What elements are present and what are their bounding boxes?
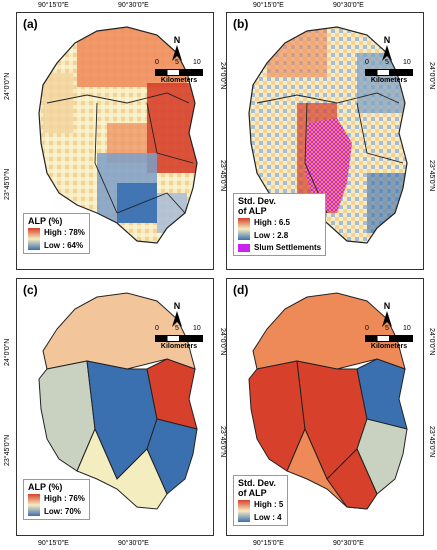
north-arrow-icon <box>172 45 182 61</box>
legend-d-title-2: of ALP <box>238 488 267 498</box>
scalebar-a: 0 5 10 Kilometers <box>155 59 203 84</box>
legend-c: ALP (%) High : 76% Low: 70% <box>23 479 90 520</box>
legend-a-low: Low : 64% <box>44 241 84 250</box>
lat-top-mid-b: 24°0'0"N <box>219 62 226 90</box>
bottom-lon-left-d: 90°15'0"E <box>253 540 284 547</box>
lat-top-left-c: 24°0'0"N <box>4 338 11 366</box>
scalebar-d: 0 5 10 Kilometers <box>365 325 413 350</box>
lat-bottom-right-d: 23°45'0"N <box>428 426 435 458</box>
scale-tick-0: 0 <box>365 325 369 332</box>
scale-tick-10: 10 <box>403 325 411 332</box>
map-a <box>38 26 198 244</box>
north-arrow-icon <box>382 311 392 327</box>
scale-unit: Kilometers <box>370 343 408 350</box>
lat-top-right-b: 24°0'0"N <box>428 62 435 90</box>
lat-bottom-right-b: 23°45'0"N <box>428 160 435 192</box>
map-d <box>248 292 408 510</box>
legend-a-ramp <box>28 228 40 250</box>
north-arrow-a: N <box>171 35 183 63</box>
north-label-d: N <box>383 301 391 311</box>
map-c <box>38 292 198 510</box>
legend-b-title-2: of ALP <box>238 206 267 216</box>
legend-a: ALP (%) High : 78% Low : 64% <box>23 213 90 254</box>
panel-b: (b) N 0 5 10 Kilometers Std. Dev. of ALP H… <box>226 12 424 270</box>
panel-c: (c) N 0 5 10 Kilometers ALP (%) High : 76%… <box>16 278 214 536</box>
legend-c-title: ALP (%) <box>28 482 63 492</box>
panel-c-label: (c) <box>23 283 38 297</box>
legend-c-ramp <box>28 494 40 516</box>
scale-tick-5: 5 <box>385 59 389 66</box>
north-arrow-b: N <box>381 35 393 63</box>
legend-b-low: Low : 2.8 <box>254 231 289 240</box>
north-label-c: N <box>173 301 181 311</box>
lat-top-left-a: 24°0'0"N <box>4 72 11 100</box>
slum-swatch <box>238 243 250 252</box>
lat-bottom-left-a: 23°45'0"N <box>4 168 11 200</box>
top-lon-right-a: 90°30'0"E <box>118 2 149 9</box>
map-b <box>248 26 408 244</box>
panel-b-label: (b) <box>233 17 249 31</box>
legend-a-title: ALP (%) <box>28 216 63 226</box>
bottom-lon-right-c: 90°30'0"E <box>118 540 149 547</box>
legend-d-high: High : 5 <box>254 500 284 509</box>
scale-bar <box>365 69 413 76</box>
scale-bar <box>155 335 203 342</box>
bottom-lon-left-c: 90°15'0"E <box>38 540 69 547</box>
scale-tick-10: 10 <box>193 325 201 332</box>
legend-d-title-1: Std. Dev. <box>238 478 276 488</box>
scale-unit: Kilometers <box>160 343 198 350</box>
lat-bottom-mid-d: 23°45'0"N <box>219 426 226 458</box>
scale-tick-10: 10 <box>193 59 201 66</box>
north-arrow-d: N <box>381 301 393 329</box>
scale-bar <box>365 335 413 342</box>
bottom-lon-right-d: 90°30'0"E <box>333 540 364 547</box>
scale-tick-5: 5 <box>385 325 389 332</box>
lat-top-mid-d: 24°0'0"N <box>219 328 226 356</box>
top-lon-left-a: 90°15'0"E <box>38 2 69 9</box>
scale-tick-0: 0 <box>365 59 369 66</box>
legend-c-low: Low: 70% <box>44 507 81 516</box>
legend-b: Std. Dev. of ALP High : 6.5 Low : 2.8 Sl… <box>233 193 327 256</box>
scale-tick-0: 0 <box>155 59 159 66</box>
panel-d-label: (d) <box>233 283 249 297</box>
lat-top-right-d: 24°0'0"N <box>428 328 435 356</box>
panel-a-label: (a) <box>23 17 38 31</box>
scale-tick-0: 0 <box>155 325 159 332</box>
legend-b-ramp <box>238 218 250 240</box>
top-lon-right-b: 90°30'0"E <box>333 2 364 9</box>
legend-b-high: High : 6.5 <box>254 218 291 227</box>
scale-unit: Kilometers <box>160 77 198 84</box>
scale-tick-5: 5 <box>175 59 179 66</box>
north-arrow-c: N <box>171 301 183 329</box>
scalebar-c: 0 5 10 Kilometers <box>155 325 203 350</box>
north-label-b: N <box>383 35 391 45</box>
legend-a-high: High : 78% <box>44 228 85 237</box>
legend-d-low: Low : 4 <box>254 513 282 522</box>
scale-bar <box>155 69 203 76</box>
legend-b-slum-label: Slum Settlements <box>254 243 322 252</box>
legend-b-title-1: Std. Dev. <box>238 196 276 206</box>
north-arrow-icon <box>172 311 182 327</box>
panel-d: (d) N 0 5 10 Kilometers Std. Dev. of ALP H… <box>226 278 424 536</box>
lat-bottom-left-c: 23°45'0"N <box>4 434 11 466</box>
north-label-a: N <box>173 35 181 45</box>
north-arrow-icon <box>382 45 392 61</box>
scale-unit: Kilometers <box>370 77 408 84</box>
panel-a: (a) N 0 5 10 Kilometers ALP (%) High : 78%… <box>16 12 214 270</box>
scalebar-b: 0 5 10 Kilometers <box>365 59 413 84</box>
lat-bottom-mid-b: 23°45'0"N <box>219 160 226 192</box>
legend-d-ramp <box>238 500 250 522</box>
scale-tick-10: 10 <box>403 59 411 66</box>
top-lon-left-b: 90°15'0"E <box>253 2 284 9</box>
legend-b-slum: Slum Settlements <box>238 243 321 252</box>
legend-c-high: High : 76% <box>44 494 85 503</box>
scale-tick-5: 5 <box>175 325 179 332</box>
legend-d: Std. Dev. of ALP High : 5 Low : 4 <box>233 475 289 526</box>
